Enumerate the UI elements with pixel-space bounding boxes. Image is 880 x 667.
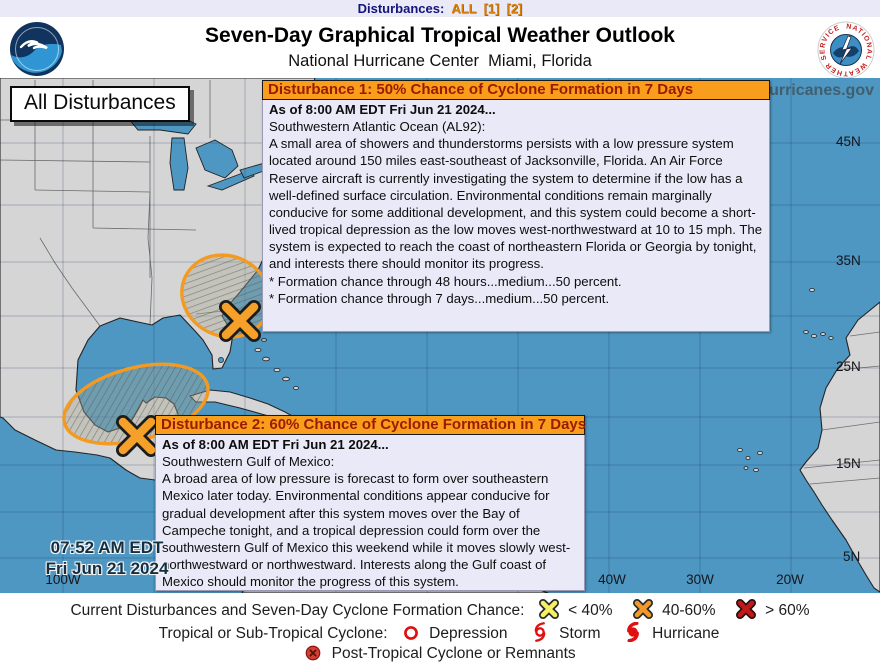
lat-label-35n: 35N (836, 253, 861, 268)
disturbances-label: Disturbances: (357, 1, 445, 16)
page-title: Seven-Day Graphical Tropical Weather Out… (205, 24, 675, 47)
lat-label-25n: 25N (836, 359, 861, 374)
land-africa (799, 301, 880, 593)
legend-medium-chance-label: 40-60% (662, 602, 716, 619)
legend-high-chance-label: > 60% (765, 602, 810, 619)
watermark-link[interactable]: hurricanes.gov (759, 82, 874, 99)
legend-chance-label: Current Disturbances and Seven-Day Cyclo… (70, 602, 525, 619)
outlook-map[interactable]: All Disturbances hurricanes.gov 100W 90W… (0, 78, 880, 593)
map-timestamp: 07:52 AM EDT Fri Jun 21 2024 (22, 537, 192, 580)
legend-cyclone-row: Tropical or Sub-Tropical Cyclone: Depres… (0, 621, 880, 647)
disturbance-1-marker[interactable] (219, 300, 261, 342)
disturbance-2-marker[interactable] (116, 415, 158, 457)
filter-2-link[interactable]: [2] (506, 1, 523, 16)
noaa-logo (9, 21, 65, 82)
disturbance-1-chance-7d: * Formation chance through 7 days...medi… (269, 290, 610, 306)
nws-logo: NATIONAL WEATHER SERVICE (817, 21, 875, 84)
disturbance-1-popup: Disturbance 1: 50% Chance of Cyclone For… (262, 80, 770, 332)
legend-low-chance-label: < 40% (568, 602, 613, 619)
lon-label-20w: 20W (776, 572, 804, 587)
legend-storm-label: Storm (559, 625, 601, 642)
legend-depression-label: Depression (429, 625, 508, 642)
disturbance-2-body: As of 8:00 AM EDT Fri Jun 21 2024... Sou… (155, 435, 585, 591)
disturbance-1-text: A small area of showers and thunderstorm… (269, 136, 763, 272)
legend-chance-row: Current Disturbances and Seven-Day Cyclo… (0, 599, 880, 624)
medium-chance-x-icon (632, 599, 653, 624)
atlantic-islands (737, 287, 834, 472)
disturbance-1-region: Southwestern Atlantic Ocean (AL92): (269, 119, 486, 135)
page-header: Seven-Day Graphical Tropical Weather Out… (0, 17, 880, 79)
africa-borders (803, 331, 880, 485)
lat-label-15n: 15N (836, 456, 861, 471)
disturbance-1-header: Disturbance 1: 50% Chance of Cyclone For… (262, 80, 770, 100)
disturbance-2-chance-48h: * Formation chance through 48 hours...me… (162, 590, 578, 591)
low-chance-x-icon (538, 599, 559, 624)
disturbance-2-region: Southwestern Gulf of Mexico: (162, 454, 335, 470)
timestamp-time: 07:52 AM EDT (50, 538, 164, 557)
hurricane-icon (623, 621, 643, 647)
disturbance-1-body: As of 8:00 AM EDT Fri Jun 21 2024... Sou… (262, 100, 770, 332)
map-legend: Current Disturbances and Seven-Day Cyclo… (0, 593, 880, 667)
legend-posttropical-row: Post-Tropical Cyclone or Remnants (0, 644, 880, 667)
high-chance-x-icon (735, 599, 756, 624)
lon-label-30w: 30W (686, 572, 714, 587)
depression-icon (402, 624, 420, 647)
disturbance-2-asof: As of 8:00 AM EDT Fri Jun 21 2024... (162, 437, 389, 452)
filter-1-link[interactable]: [1] (483, 1, 500, 16)
legend-posttropical-label: Post-Tropical Cyclone or Remnants (331, 645, 576, 662)
timestamp-date: Fri Jun 21 2024 (45, 559, 169, 579)
lat-label-5n: 5N (843, 549, 861, 564)
lake-okeechobee (218, 357, 224, 363)
disturbance-1-asof: As of 8:00 AM EDT Fri Jun 21 2024... (269, 102, 496, 117)
lat-label-45n: 45N (836, 134, 861, 149)
disturbance-2-header: Disturbance 2: 60% Chance of Cyclone For… (155, 415, 585, 435)
disturbance-2-popup: Disturbance 2: 60% Chance of Cyclone For… (155, 415, 585, 591)
lon-label-40w: 40W (598, 572, 626, 587)
mode-label: All Disturbances (10, 86, 190, 122)
disturbance-2-text: A broad area of low pressure is forecast… (162, 471, 571, 590)
storm-icon (530, 622, 550, 647)
legend-cyclone-label: Tropical or Sub-Tropical Cyclone: (158, 625, 388, 642)
lon-label-100w: 100W (45, 572, 81, 587)
legend-hurricane-label: Hurricane (652, 625, 720, 642)
disturbance-selector-bar: Disturbances: ALL [1] [2] (0, 0, 880, 17)
post-tropical-icon (304, 644, 322, 667)
filter-all-link[interactable]: ALL (451, 1, 477, 16)
page-subtitle: National Hurricane Center Miami, Florida (288, 52, 592, 70)
disturbance-1-chance-48h: * Formation chance through 48 hours...me… (269, 273, 622, 289)
